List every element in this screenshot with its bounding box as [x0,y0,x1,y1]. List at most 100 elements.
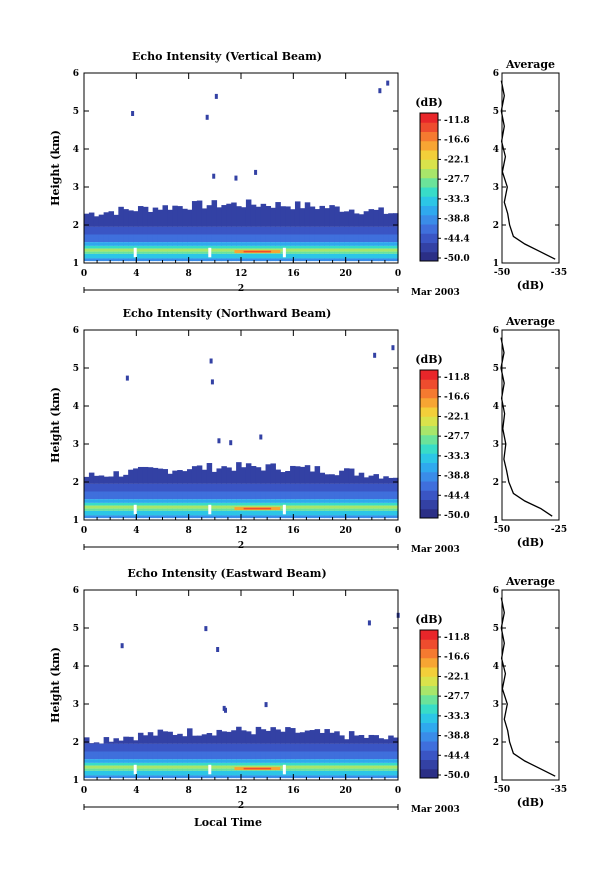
heatmap-cell [314,245,321,249]
heatmap-cell [373,735,379,744]
heatmap-cell [216,245,222,249]
heatmap-cell [319,502,326,506]
heatmap-cell [339,483,345,492]
heatmap-cell [108,508,115,511]
heatmap-cell [270,253,276,259]
heatmap-cell [123,234,129,243]
heatmap-cell [299,751,306,760]
heatmap-cell [177,762,183,766]
heatmap-cell [378,207,384,227]
heatmap-cell [290,209,296,227]
heatmap-cell [103,491,110,500]
heatmap-cell [348,234,355,243]
heatmap-cell [339,765,345,769]
colorbar-label: -27.7 [444,692,470,702]
heatmap-cell [113,214,119,227]
heatmap-cell [167,209,173,227]
average-y-tick-label: 3 [493,440,499,450]
heatmap-cell [358,505,365,509]
heatmap-cell [152,242,159,246]
heatmap-cell [113,499,119,503]
heatmap-cell [162,765,169,769]
heatmap-cell [285,470,291,484]
heatmap-cell [113,245,119,249]
heatmap-cell [103,775,110,779]
heatmap-cell [231,226,237,235]
heatmap-cell [196,251,203,254]
heatmap-cell [187,515,193,519]
heatmap-cell [221,751,227,760]
heatmap-cell [378,759,384,763]
heatmap-cell [304,759,311,763]
heatmap-cell [177,258,183,262]
heatmap-cell [358,510,365,516]
heatmap-cell [221,466,227,484]
heatmap-cell [334,775,340,779]
heatmap-cell [93,483,100,492]
heatmap-cell [241,467,247,484]
colorbar-swatch [420,425,438,436]
heatmap-cell [221,248,227,252]
heatmap-cell [260,765,267,769]
heatmap-cell [201,469,208,484]
heatmap-cell [137,251,144,254]
heatmap-cell [290,499,296,503]
heatmap-cell [309,768,316,771]
heatmap-cell [368,762,375,766]
heatmap-cell [294,251,301,254]
heatmap-cell [363,762,370,766]
heatmap-cell [128,469,134,484]
colorbar-label: -50.0 [444,254,470,264]
heatmap-cell [211,258,218,262]
heatmap-cell [353,258,360,262]
heatmap-cell [118,258,124,262]
x-tick-label: 0 [395,269,401,279]
heatmap-cell [236,234,242,243]
heatmap-cell [182,253,188,259]
heatmap-cell [250,751,257,760]
heatmap-cell [368,483,375,492]
heatmap-cell [344,751,350,760]
heatmap-cell [113,775,119,779]
heatmap-cell [182,765,188,769]
average-y-tick-label: 6 [493,586,499,596]
heatmap-cell [98,770,105,776]
heatmap-cell [167,248,173,252]
heatmap-cell [324,234,330,243]
colorbar-swatch [420,131,438,142]
heatmap-cell [294,508,301,511]
heatmap-cell [378,499,384,503]
heatmap-cell [290,505,296,509]
colorbar-swatch [420,205,438,216]
heatmap-cell [113,759,119,763]
heatmap-cell [353,502,360,506]
heatmap-cell [113,253,119,259]
heatmap-cell [314,226,321,235]
heatmap-cell [118,483,124,492]
heatmap-cell [393,508,399,511]
heatmap-cell [363,491,370,500]
heatmap-cell [363,253,370,259]
heatmap-cell [147,491,154,500]
heatmap-cell [201,253,208,259]
heatmap-cell [353,508,360,511]
heatmap-cell [128,505,134,509]
heatmap-cell [191,759,198,763]
heatmap-cell [348,510,355,516]
heatmap-cell [108,211,115,227]
heatmap-cell [363,477,370,484]
heatmap-cell [265,205,272,227]
heatmap-cell [236,483,242,492]
heatmap-cell [123,499,129,503]
heatmap-cell [255,510,262,516]
heatmap-cell [290,751,296,760]
colorbar-label: -50.0 [444,511,470,521]
heatmap-cell [162,205,169,227]
heatmap-cell [270,258,276,262]
isolated-echo [234,175,238,181]
heatmap-cell [304,245,311,249]
heatmap-cell [388,499,394,503]
colorbar-swatch [420,741,438,751]
heatmap-cell [231,491,237,500]
heatmap-cell [250,743,257,752]
